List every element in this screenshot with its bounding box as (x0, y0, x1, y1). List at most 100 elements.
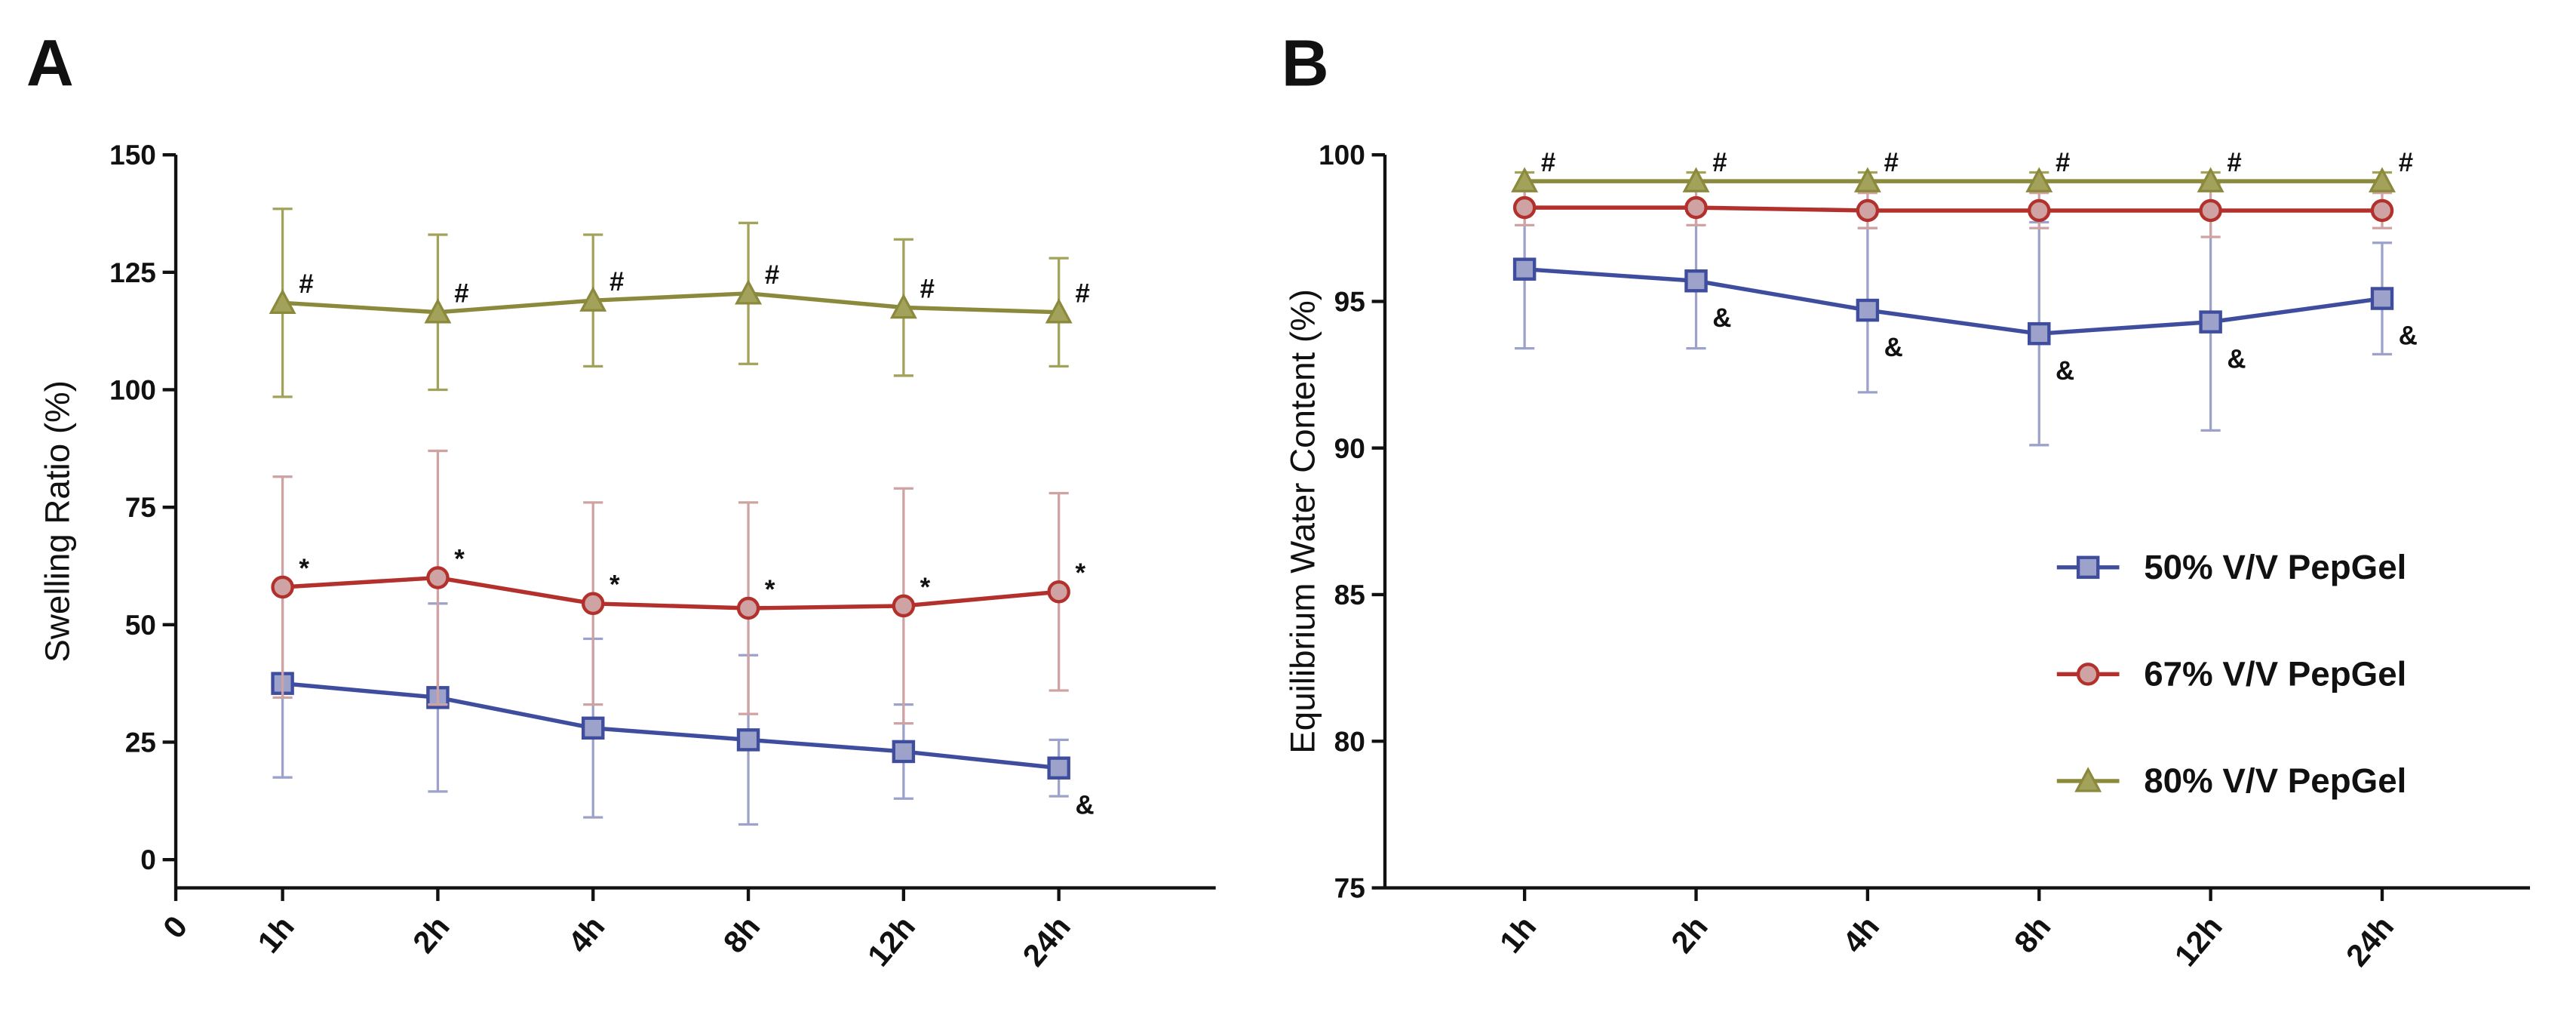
y-tick-label: 150 (109, 139, 156, 171)
annotation: & (2227, 345, 2246, 374)
legend-label: 80% V/V PepGel (2144, 761, 2406, 800)
series-line (282, 575, 1059, 610)
x-tick-label: 4h (1836, 909, 1886, 960)
annotation: # (1712, 148, 1727, 177)
legend-label: 50% V/V PepGel (2144, 548, 2406, 586)
y-tick-label: 75 (1334, 872, 1365, 904)
marker (579, 286, 607, 312)
annotation: & (1712, 303, 1731, 333)
marker (2028, 198, 2051, 223)
annotation: # (2399, 148, 2413, 177)
marker (1512, 195, 1537, 220)
y-axis-title: Swelling Ratio (%) (38, 380, 76, 662)
x-tick-label: 2h (406, 909, 456, 960)
y-tick-label: 125 (109, 257, 156, 288)
y-tick-label: 95 (1334, 285, 1365, 317)
marker (2028, 321, 2051, 346)
y-tick-label: 85 (1334, 579, 1365, 610)
marker (2076, 555, 2100, 580)
marker (2370, 198, 2394, 223)
marker (1853, 167, 1881, 192)
marker (2076, 663, 2100, 686)
x-tick-label: 24h (2339, 909, 2400, 973)
annotation: # (454, 279, 468, 309)
annotation: & (1075, 791, 1094, 820)
annotation: * (454, 544, 465, 574)
marker (1684, 195, 1708, 220)
annotation: & (2056, 356, 2074, 386)
marker (2369, 167, 2396, 192)
marker (1047, 756, 1070, 780)
marker (2197, 167, 2224, 192)
x-tick-label: 0 (156, 909, 194, 945)
marker (1045, 298, 1073, 324)
marker (1512, 257, 1537, 281)
marker (1856, 198, 1880, 223)
marker (424, 298, 452, 324)
x-tick-label: 12h (2168, 909, 2229, 973)
marker (2199, 198, 2222, 223)
x-tick-label: 24h (1016, 909, 1077, 973)
x-tick-label: 1h (251, 909, 301, 960)
marker (735, 279, 763, 305)
legend-label: 67% V/V PepGel (2144, 655, 2406, 694)
y-tick-label: 0 (140, 844, 156, 875)
x-tick-label: 2h (1665, 909, 1715, 960)
annotation: * (299, 554, 309, 583)
annotation: # (920, 274, 935, 303)
x-tick-label: 8h (2007, 909, 2057, 960)
annotation: * (920, 573, 931, 602)
marker (736, 728, 760, 752)
y-tick-label: 100 (1319, 139, 1365, 171)
annotation: # (1541, 148, 1555, 177)
y-tick-label: 25 (125, 727, 156, 758)
series-line (282, 681, 1059, 770)
series-line (1524, 205, 2383, 213)
marker (271, 575, 294, 599)
panel-label: A (26, 27, 74, 100)
y-tick-label: 75 (125, 491, 156, 523)
y-tick-label: 90 (1334, 432, 1365, 464)
annotation: # (1075, 279, 1089, 309)
marker (1511, 167, 1539, 192)
marker (1047, 580, 1070, 604)
marker (892, 740, 916, 764)
series-line (282, 291, 1059, 315)
y-tick-label: 100 (109, 374, 156, 406)
annotation: * (1075, 558, 1085, 588)
annotation: # (299, 269, 313, 299)
y-tick-label: 50 (125, 609, 156, 641)
x-tick-label: 8h (717, 909, 766, 960)
marker (1856, 298, 1880, 322)
marker (426, 566, 450, 589)
marker (581, 592, 605, 616)
marker (2199, 310, 2222, 334)
marker (1682, 167, 1710, 192)
x-tick-label: 1h (1493, 909, 1543, 960)
annotation: # (2227, 148, 2241, 177)
marker (2025, 167, 2053, 192)
annotation: & (2399, 321, 2418, 351)
marker (269, 288, 296, 314)
annotation: * (609, 571, 620, 600)
annotation: & (1884, 333, 1903, 362)
annotation: * (765, 575, 775, 604)
y-axis-title: Equilibrium Water Content (%) (1283, 289, 1322, 754)
annotation: # (2056, 148, 2070, 177)
marker (2074, 767, 2102, 792)
annotation: # (765, 260, 779, 290)
series-line (1524, 266, 2383, 336)
x-tick-label: 12h (861, 909, 922, 973)
panel-label: B (1282, 27, 1329, 100)
x-tick-label: 4h (561, 909, 611, 960)
marker (892, 594, 916, 618)
marker (889, 293, 917, 319)
marker (736, 596, 760, 620)
annotation: # (609, 267, 624, 297)
marker (2370, 287, 2394, 310)
marker (1684, 269, 1708, 293)
annotation: # (1884, 148, 1899, 177)
y-tick-label: 80 (1334, 725, 1365, 757)
marker (581, 716, 605, 740)
